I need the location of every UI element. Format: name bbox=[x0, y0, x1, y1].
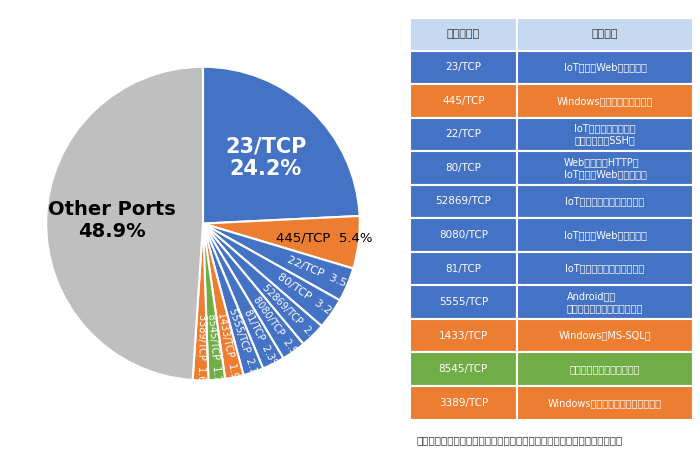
Wedge shape bbox=[203, 224, 303, 358]
Wedge shape bbox=[203, 224, 322, 344]
Text: 445/TCP  5.4%: 445/TCP 5.4% bbox=[276, 232, 372, 245]
FancyBboxPatch shape bbox=[410, 185, 517, 218]
Text: Android機器
（セットトップボックス等）: Android機器 （セットトップボックス等） bbox=[567, 291, 643, 313]
FancyBboxPatch shape bbox=[410, 218, 517, 252]
Wedge shape bbox=[203, 224, 284, 368]
Text: IoT機器（ルータ等）
認証サーバ（SSH）: IoT機器（ルータ等） 認証サーバ（SSH） bbox=[574, 123, 636, 146]
Text: Webサーバ（HTTP）
IoT機器（Web管理画面）: Webサーバ（HTTP） IoT機器（Web管理画面） bbox=[564, 157, 647, 179]
Wedge shape bbox=[46, 67, 203, 380]
Text: 445/TCP: 445/TCP bbox=[442, 96, 484, 106]
Text: IoT機器（Webカメラ等）: IoT機器（Webカメラ等） bbox=[564, 230, 647, 240]
FancyBboxPatch shape bbox=[517, 218, 693, 252]
Text: 攻撃対象: 攻撃対象 bbox=[592, 30, 618, 40]
Text: 3389/TCP: 3389/TCP bbox=[439, 398, 488, 408]
Wedge shape bbox=[203, 67, 360, 224]
Wedge shape bbox=[203, 224, 263, 375]
FancyBboxPatch shape bbox=[410, 252, 517, 285]
Wedge shape bbox=[203, 224, 354, 300]
FancyBboxPatch shape bbox=[517, 386, 693, 420]
Text: IoT機器（Webカメラ等）: IoT機器（Webカメラ等） bbox=[564, 62, 647, 72]
Wedge shape bbox=[203, 224, 244, 379]
Text: 1433/TCP  1.9%: 1433/TCP 1.9% bbox=[216, 311, 242, 388]
FancyBboxPatch shape bbox=[517, 319, 693, 352]
FancyBboxPatch shape bbox=[517, 185, 693, 218]
Text: 81/TCP  2.3%: 81/TCP 2.3% bbox=[241, 307, 279, 369]
FancyBboxPatch shape bbox=[410, 118, 517, 151]
Text: イーサリアム（仓想通貨）: イーサリアム（仓想通貨） bbox=[570, 364, 640, 374]
Wedge shape bbox=[203, 224, 225, 380]
Text: 3389/TCP  1.6%: 3389/TCP 1.6% bbox=[195, 314, 206, 390]
Text: 8080/TCP: 8080/TCP bbox=[439, 230, 488, 240]
FancyBboxPatch shape bbox=[517, 51, 693, 84]
Text: 52869/TCP: 52869/TCP bbox=[435, 196, 491, 207]
FancyBboxPatch shape bbox=[517, 352, 693, 386]
Text: 52869/TCP  2.6%: 52869/TCP 2.6% bbox=[260, 282, 326, 349]
Text: 宛先ポート番号別パケット数分布（調査目的のスキャンパケットを除く）: 宛先ポート番号別パケット数分布（調査目的のスキャンパケットを除く） bbox=[416, 435, 623, 445]
Text: 1433/TCP: 1433/TCP bbox=[439, 331, 488, 341]
FancyBboxPatch shape bbox=[410, 18, 517, 51]
Text: 8545/TCP  1.7%: 8545/TCP 1.7% bbox=[206, 313, 223, 390]
Wedge shape bbox=[193, 224, 209, 380]
Text: Windows（リモートデスクトップ）: Windows（リモートデスクトップ） bbox=[548, 398, 662, 408]
Text: 81/TCP: 81/TCP bbox=[445, 264, 482, 273]
FancyBboxPatch shape bbox=[517, 18, 693, 51]
Wedge shape bbox=[203, 216, 360, 269]
Text: IoT機器（ホームルータ等）: IoT機器（ホームルータ等） bbox=[566, 196, 645, 207]
FancyBboxPatch shape bbox=[410, 151, 517, 185]
Text: 8080/TCP  2.5%: 8080/TCP 2.5% bbox=[251, 294, 304, 363]
Text: Other Ports
48.9%: Other Ports 48.9% bbox=[48, 200, 176, 241]
Text: 22/TCP  3.5%: 22/TCP 3.5% bbox=[286, 255, 357, 293]
FancyBboxPatch shape bbox=[410, 285, 517, 319]
FancyBboxPatch shape bbox=[517, 285, 693, 319]
Text: ポート番号: ポート番号 bbox=[447, 30, 480, 40]
Text: Windows（MS-SQL）: Windows（MS-SQL） bbox=[559, 331, 652, 341]
Text: 23/TCP
24.2%: 23/TCP 24.2% bbox=[225, 136, 307, 179]
Text: 23/TCP: 23/TCP bbox=[445, 62, 482, 72]
Wedge shape bbox=[203, 224, 340, 326]
FancyBboxPatch shape bbox=[517, 84, 693, 118]
FancyBboxPatch shape bbox=[517, 252, 693, 285]
FancyBboxPatch shape bbox=[410, 51, 517, 84]
FancyBboxPatch shape bbox=[410, 352, 517, 386]
FancyBboxPatch shape bbox=[410, 84, 517, 118]
Text: 80/TCP: 80/TCP bbox=[445, 163, 482, 173]
FancyBboxPatch shape bbox=[410, 386, 517, 420]
Text: IoT機器（ホームルータ等）: IoT機器（ホームルータ等） bbox=[566, 264, 645, 273]
Text: 5555/TCP: 5555/TCP bbox=[439, 297, 488, 307]
Text: 8545/TCP: 8545/TCP bbox=[439, 364, 488, 374]
Text: 5555/TCP  2.1%: 5555/TCP 2.1% bbox=[228, 307, 261, 384]
FancyBboxPatch shape bbox=[410, 319, 517, 352]
FancyBboxPatch shape bbox=[517, 118, 693, 151]
Text: Windows（サーバサービス）: Windows（サーバサービス） bbox=[557, 96, 653, 106]
Text: 22/TCP: 22/TCP bbox=[445, 130, 482, 139]
FancyBboxPatch shape bbox=[517, 151, 693, 185]
Text: 80/TCP  3.2%: 80/TCP 3.2% bbox=[275, 272, 342, 323]
